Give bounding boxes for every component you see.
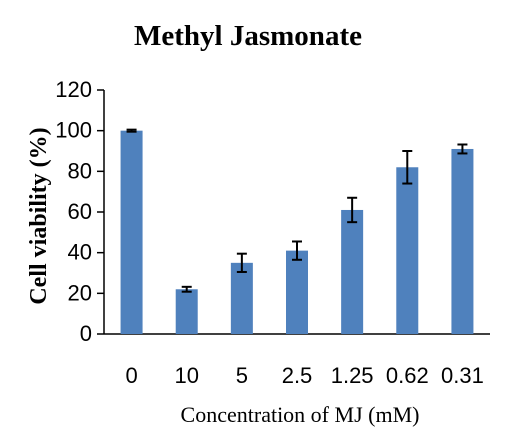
y-tick-label: 60 <box>68 199 92 224</box>
bar <box>175 289 198 334</box>
bar <box>286 250 308 334</box>
y-tick-label: 40 <box>68 240 92 265</box>
bar <box>451 148 474 334</box>
x-axis-label: Concentration of MJ (mM) <box>181 402 420 427</box>
x-tick-label: 1.25 <box>331 363 374 388</box>
x-tick-label: 0 <box>125 363 137 388</box>
y-tick-label: 80 <box>68 158 92 183</box>
x-tick-label: 5 <box>236 363 248 388</box>
y-tick-label: 0 <box>80 321 92 346</box>
y-tick-label: 100 <box>55 118 92 143</box>
bar <box>341 209 364 334</box>
x-tick-label: 0.31 <box>441 363 484 388</box>
bar <box>230 262 253 334</box>
bar <box>396 167 419 334</box>
x-tick-label: 10 <box>174 363 198 388</box>
bar <box>120 130 143 334</box>
y-axis-label: Cell viability (%) <box>26 127 52 304</box>
plot-area: 0 20 40 60 80 100 120 0 10 5 2.5 1.25 0.62 0.31 <box>55 77 490 388</box>
chart-title: Methyl Jasmonate <box>134 20 362 52</box>
x-tick-label: 0.62 <box>386 363 429 388</box>
y-tick-label: 120 <box>55 77 92 102</box>
x-tick-label: 2.5 <box>282 363 313 388</box>
y-tick-label: 20 <box>68 280 92 305</box>
